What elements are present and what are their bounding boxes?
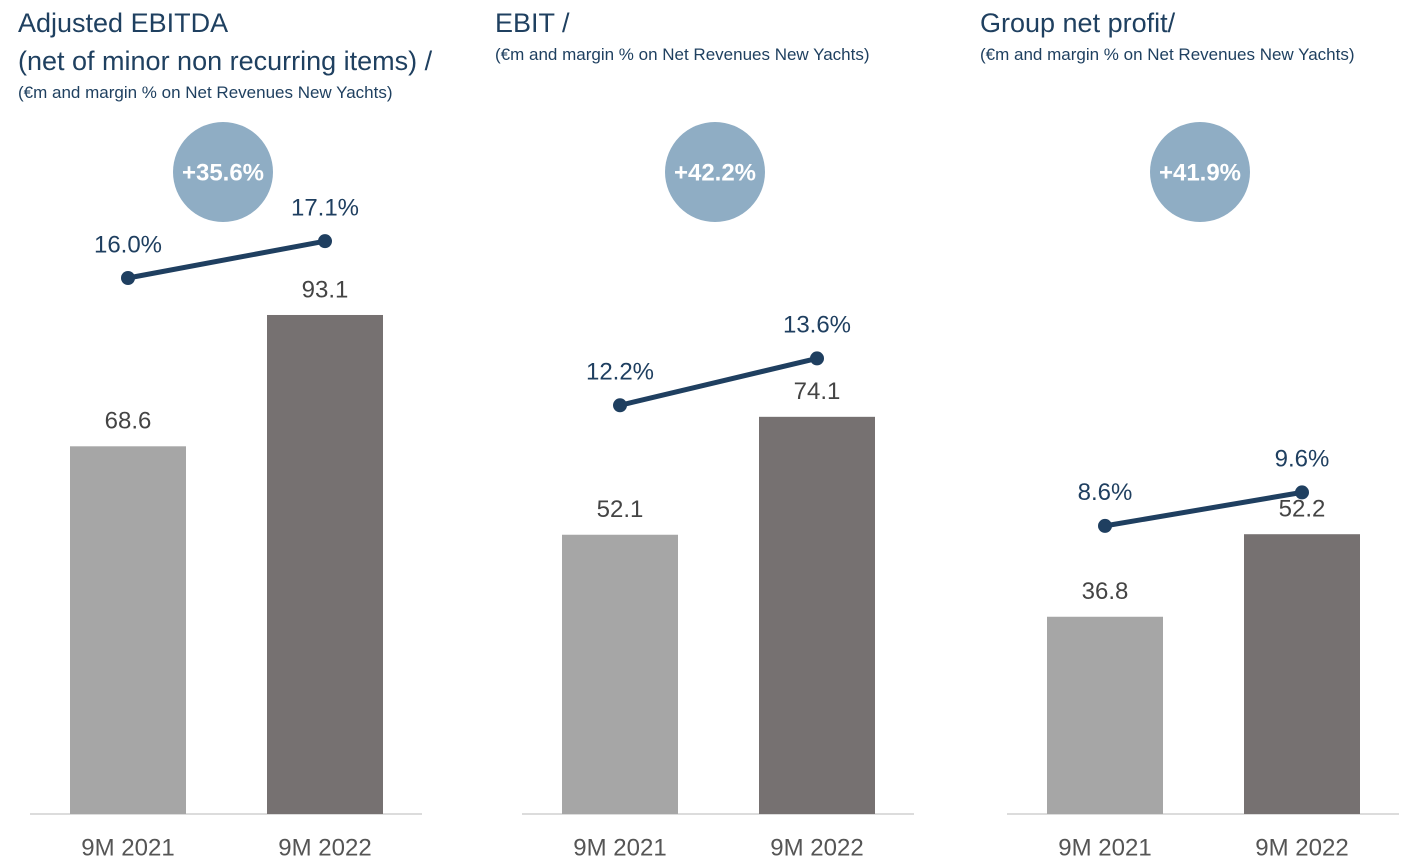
bar-value-label: 52.1	[597, 496, 644, 523]
chart-subtitle: (€m and margin % on Net Revenues New Yac…	[18, 83, 393, 102]
x-tick-label: 9M 2022	[770, 834, 863, 861]
x-tick-label: 9M 2022	[1255, 834, 1348, 861]
bar	[70, 446, 186, 814]
margin-label: 17.1%	[291, 194, 359, 221]
margin-label: 12.2%	[586, 359, 654, 386]
growth-badge	[173, 122, 273, 222]
bar	[267, 314, 383, 814]
margin-label: 8.6%	[1078, 479, 1133, 506]
bar-value-label: 74.1	[794, 378, 841, 405]
bar	[1047, 616, 1163, 814]
margin-line	[619, 355, 818, 408]
growth-label: +42.2%	[674, 159, 756, 186]
margin-line	[1104, 489, 1303, 529]
x-tick-label: 9M 2021	[573, 834, 666, 861]
x-tick-label: 9M 2021	[1058, 834, 1151, 861]
chart-title: EBIT /	[495, 8, 570, 38]
chart-title: Group net profit/	[980, 8, 1176, 38]
margin-point	[613, 398, 627, 413]
margin-label: 9.6%	[1275, 446, 1330, 473]
margin-point	[1098, 518, 1112, 533]
margin-point	[810, 351, 824, 366]
growth-badge	[1150, 122, 1250, 222]
margin-point	[1295, 485, 1309, 500]
chart-title: Adjusted EBITDA	[18, 8, 228, 38]
chart-subtitle: (€m and margin % on Net Revenues New Yac…	[980, 45, 1355, 64]
bar	[759, 416, 875, 814]
margin-point	[121, 271, 135, 285]
chart-subtitle: (€m and margin % on Net Revenues New Yac…	[495, 45, 870, 64]
bar-value-label: 93.1	[302, 276, 349, 303]
x-tick-label: 9M 2022	[278, 834, 371, 861]
bar	[562, 534, 678, 814]
growth-label: +41.9%	[1159, 159, 1241, 186]
margin-point	[318, 234, 332, 249]
margin-label: 13.6%	[783, 312, 851, 339]
growth-badge	[665, 122, 765, 222]
growth-label: +35.6%	[182, 159, 264, 186]
x-tick-label: 9M 2021	[81, 834, 174, 861]
bar	[1244, 534, 1360, 814]
bar-value-label: 68.6	[105, 408, 152, 435]
bar-value-label: 36.8	[1082, 578, 1129, 605]
margin-label: 16.0%	[94, 231, 162, 258]
bar-value-label: 52.2	[1279, 496, 1326, 523]
margin-line	[127, 238, 326, 281]
chart-title: (net of minor non recurring items) /	[18, 46, 433, 76]
